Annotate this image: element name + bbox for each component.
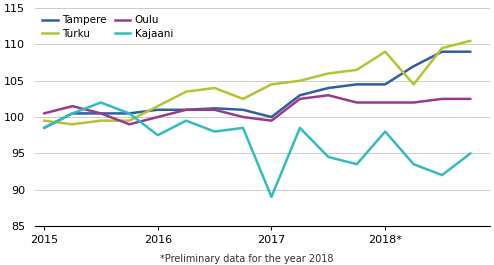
Turku (211, 86, 217, 90)
Kajaani (41, 126, 47, 130)
Tampere (269, 116, 275, 119)
Tampere (467, 50, 473, 53)
Kajaani (439, 174, 445, 177)
Turku (411, 83, 416, 86)
Tampere (126, 112, 132, 115)
Turku (155, 105, 161, 108)
Tampere (240, 108, 246, 111)
Oulu (41, 112, 47, 115)
Turku (269, 83, 275, 86)
Tampere (155, 108, 161, 111)
Oulu (439, 97, 445, 100)
Line: Tampere: Tampere (44, 52, 470, 128)
Turku (382, 50, 388, 53)
Oulu (98, 112, 104, 115)
Tampere (382, 83, 388, 86)
Tampere (211, 107, 217, 110)
Kajaani (269, 195, 275, 198)
Tampere (70, 112, 76, 115)
Tampere (411, 65, 416, 68)
Tampere (183, 108, 189, 111)
Kajaani (382, 130, 388, 133)
Turku (326, 72, 331, 75)
Kajaani (411, 163, 416, 166)
Tampere (326, 86, 331, 90)
Tampere (98, 112, 104, 115)
Text: *Preliminary data for the year 2018: *Preliminary data for the year 2018 (160, 254, 334, 264)
Turku (41, 119, 47, 122)
Oulu (382, 101, 388, 104)
Turku (297, 79, 303, 82)
Kajaani (326, 155, 331, 158)
Turku (70, 123, 76, 126)
Turku (126, 119, 132, 122)
Tampere (297, 94, 303, 97)
Turku (354, 68, 360, 72)
Oulu (297, 97, 303, 100)
Oulu (70, 105, 76, 108)
Kajaani (98, 101, 104, 104)
Tampere (41, 126, 47, 130)
Kajaani (70, 112, 76, 115)
Kajaani (240, 126, 246, 130)
Turku (439, 46, 445, 50)
Oulu (155, 116, 161, 119)
Line: Oulu: Oulu (44, 95, 470, 124)
Kajaani (297, 126, 303, 130)
Turku (98, 119, 104, 122)
Oulu (183, 108, 189, 111)
Line: Kajaani: Kajaani (44, 103, 470, 197)
Legend: Tampere, Turku, Oulu, Kajaani: Tampere, Turku, Oulu, Kajaani (40, 13, 175, 41)
Oulu (269, 119, 275, 122)
Tampere (354, 83, 360, 86)
Tampere (439, 50, 445, 53)
Kajaani (467, 152, 473, 155)
Oulu (467, 97, 473, 100)
Oulu (211, 108, 217, 111)
Kajaani (354, 163, 360, 166)
Kajaani (155, 134, 161, 137)
Oulu (240, 116, 246, 119)
Kajaani (211, 130, 217, 133)
Line: Turku: Turku (44, 41, 470, 124)
Oulu (411, 101, 416, 104)
Oulu (126, 123, 132, 126)
Turku (183, 90, 189, 93)
Turku (467, 39, 473, 42)
Turku (240, 97, 246, 100)
Oulu (354, 101, 360, 104)
Kajaani (126, 112, 132, 115)
Kajaani (183, 119, 189, 122)
Oulu (326, 94, 331, 97)
